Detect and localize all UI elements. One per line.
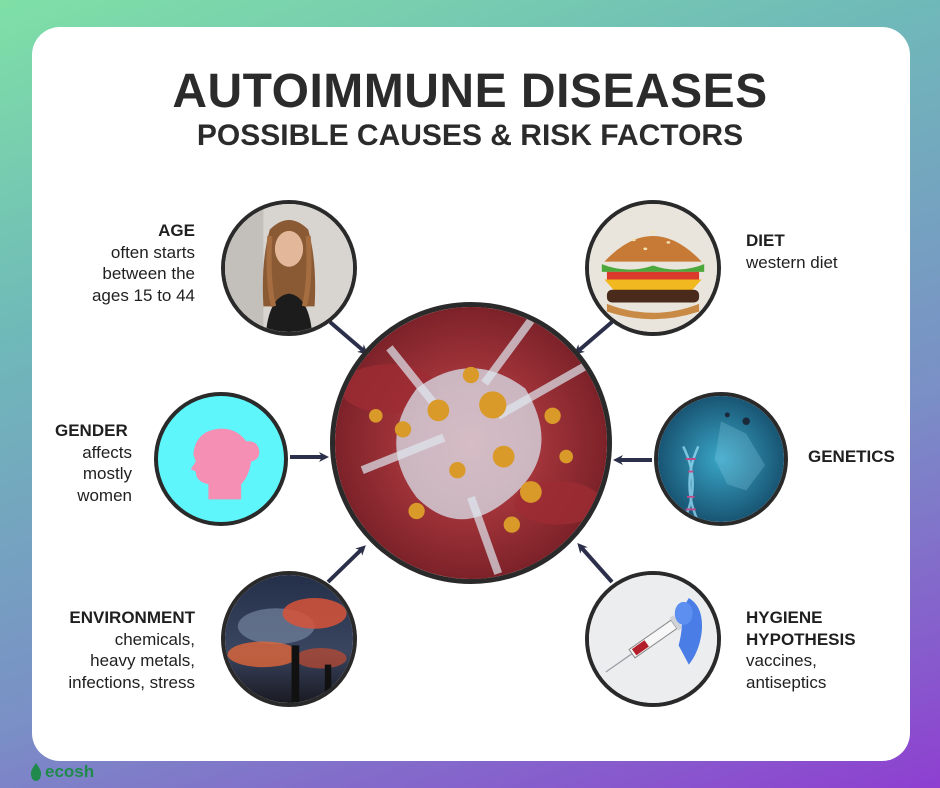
hygiene-heading: HYGIENE HYPOTHESIS (746, 608, 856, 649)
diet-description: western diet (746, 252, 838, 272)
environment-heading: ENVIRONMENT (69, 608, 195, 627)
gender-image (154, 392, 288, 526)
genetics-heading: GENETICS (808, 447, 895, 466)
burger-icon (589, 204, 717, 332)
gender-heading: GENDER (55, 421, 128, 440)
diet-heading: DIET (746, 231, 785, 250)
genetics-label: GENETICS (808, 446, 895, 468)
woman-portrait-icon (225, 204, 353, 332)
dna-icon (658, 396, 784, 522)
brand-logo: ecosh (30, 762, 94, 782)
syringe-icon (589, 575, 717, 703)
age-label: AGE often starts between the ages 15 to … (92, 220, 195, 306)
hygiene-description: vaccines, antiseptics (746, 651, 827, 692)
brand-name: ecosh (45, 762, 95, 781)
page-subtitle: POSSIBLE CAUSES & RISK FACTORS (196, 119, 744, 152)
environment-description: chemicals, heavy metals, infections, str… (68, 629, 195, 692)
hygiene-image (585, 571, 721, 707)
age-heading: AGE (158, 221, 195, 240)
diet-image (585, 200, 721, 336)
center-cell-image (330, 302, 612, 584)
leaf-drop-icon (30, 763, 42, 781)
woman-silhouette-icon (190, 428, 260, 500)
environment-label: ENVIRONMENT chemicals, heavy metals, inf… (68, 607, 195, 693)
gender-description: affects mostly women (77, 442, 132, 505)
age-image (221, 200, 357, 336)
genetics-image (654, 392, 788, 526)
diet-label: DIET western diet (746, 230, 838, 273)
environment-image (221, 571, 357, 707)
gender-label: GENDER affects mostly women (55, 420, 132, 506)
hygiene-label: HYGIENE HYPOTHESIS vaccines, antiseptics (746, 607, 856, 693)
immune-cell-icon (335, 307, 607, 579)
page-title: AUTOIMMUNE DISEASES (172, 65, 768, 118)
smokestack-icon (225, 575, 353, 703)
age-description: often starts between the ages 15 to 44 (91, 242, 195, 305)
